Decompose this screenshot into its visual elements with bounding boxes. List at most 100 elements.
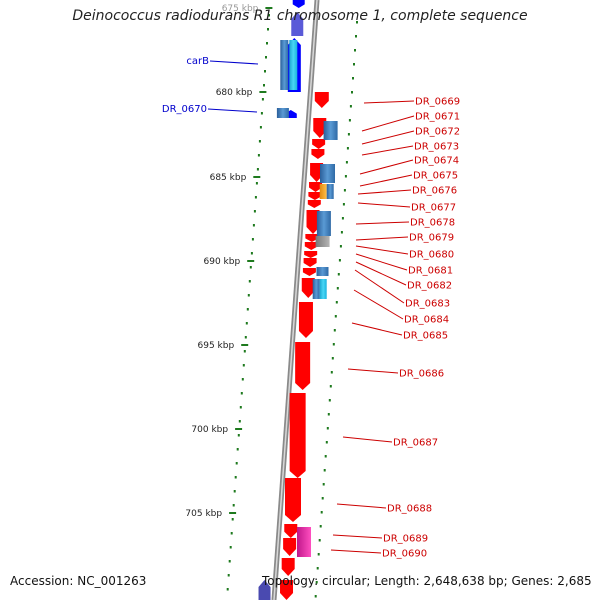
label-leader-line [363, 100, 415, 104]
label-leader-line [361, 130, 415, 145]
scale-tick [253, 176, 261, 178]
scale-dot [226, 588, 229, 591]
forward-gene-arrow [301, 278, 315, 298]
gene-label-right: DR_0675 [413, 171, 458, 182]
label-leader-line [209, 60, 259, 65]
scale-dot [263, 84, 265, 87]
scale-label: 675 kbp [222, 4, 259, 14]
scale-dot [332, 343, 335, 346]
scale-dot [239, 406, 242, 409]
forward-gene-arrow [309, 182, 323, 192]
scale-dot [255, 182, 258, 185]
scale-tick [265, 7, 273, 9]
scale-label: 705 kbp [185, 509, 222, 519]
label-leader-line [359, 159, 414, 175]
scale-dot [233, 490, 236, 493]
scale-dot [331, 357, 334, 360]
label-leader-line [361, 115, 415, 132]
accession-text: Accession: NC_001263 [10, 574, 147, 588]
feature-box [319, 184, 327, 199]
gene-label-right: DR_0683 [405, 299, 450, 310]
scale-dot [251, 238, 254, 241]
gene-label-right: DR_0669 [415, 97, 460, 108]
scale-dot [349, 105, 352, 108]
feature-box [320, 164, 335, 183]
label-leader-line [355, 221, 410, 225]
feature-box [312, 279, 320, 299]
scale-dot [229, 546, 232, 549]
gene-label-right: DR_0688 [387, 504, 432, 515]
label-leader-line [353, 289, 404, 320]
scale-dot [333, 329, 336, 332]
scale-dot [330, 371, 333, 374]
scale-dot [253, 210, 256, 213]
label-leader-line [355, 261, 407, 286]
scale-dot [265, 56, 267, 59]
forward-gene-arrow [284, 524, 298, 538]
forward-gene-arrow [304, 251, 318, 258]
forward-gene-arrow [311, 149, 325, 159]
label-leader-line [355, 236, 409, 241]
scale-dot [238, 420, 241, 423]
scale-tick [241, 344, 249, 346]
forward-gene-arrow [281, 558, 295, 576]
scale-dot [329, 385, 332, 388]
forward-gene-arrow [314, 92, 329, 108]
forward-gene-arrow [313, 118, 327, 138]
feature-box [326, 184, 334, 199]
label-leader-line [357, 202, 411, 208]
gene-label-left: carB [186, 56, 209, 67]
scale-dots [226, 14, 358, 598]
scale-dot [244, 336, 247, 339]
label-leader-line [351, 322, 403, 336]
label-leader-line [355, 245, 409, 255]
label-leader-line [342, 436, 393, 443]
gene-label-right: DR_0686 [399, 369, 444, 380]
scale-dot [260, 112, 263, 115]
label-leader-line [332, 534, 383, 539]
scale-dot [356, 21, 358, 24]
scale-dot [327, 413, 330, 416]
gene-label-right: DR_0676 [412, 186, 457, 197]
scale-tick [229, 512, 237, 514]
gene-label-right: DR_0674 [414, 156, 459, 167]
chromosome-backbone [271, 0, 320, 600]
forward-gene-arrow [283, 538, 297, 556]
scale-labels: 675 kbp 680 kbp 685 kbp 690 kbp 695 kbp 700 k… [185, 4, 273, 519]
reverse-gene-arrow [258, 580, 271, 600]
scale-dot [236, 448, 239, 451]
scale-dot [319, 525, 322, 528]
scale-dot [240, 392, 243, 395]
scale-dot [234, 476, 237, 479]
feature-box [280, 40, 289, 90]
map-title: Deinococcus radiodurans R1 chromosome 1,… [72, 8, 528, 24]
scale-dot [317, 553, 320, 556]
scale-tick [259, 91, 267, 93]
scale-dot [323, 469, 326, 472]
scale-label: 700 kbp [191, 425, 228, 435]
scale-dot [341, 217, 344, 220]
scale-dot [345, 161, 348, 164]
scale-dot [237, 434, 240, 437]
scale-dot [249, 266, 252, 269]
scale-tick [247, 260, 255, 262]
forward-gene-arrow [285, 478, 301, 522]
label-leader-line [330, 549, 382, 554]
topology-text: Topology: circular; Length: 2,648,638 bp… [262, 574, 592, 588]
gene-labels: carB DR_0670 DR_0669 DR_0671 DR_0672 DR_0673 D… [162, 56, 460, 560]
gene-label-right: DR_0671 [415, 112, 460, 123]
scale-dot [328, 399, 331, 402]
gene-label-right: DR_0673 [414, 142, 459, 153]
label-leader-line [336, 503, 387, 509]
scale-dot [247, 294, 250, 297]
scale-dot [339, 245, 342, 248]
scale-dot [268, 14, 270, 17]
forward-gene-arrow [308, 192, 322, 200]
gene-label-right: DR_0687 [393, 438, 438, 449]
gene-label-right: DR_0690 [382, 549, 427, 560]
scale-dot [261, 98, 264, 101]
gene-label-right: DR_0689 [383, 534, 428, 545]
feature-box [316, 267, 329, 276]
